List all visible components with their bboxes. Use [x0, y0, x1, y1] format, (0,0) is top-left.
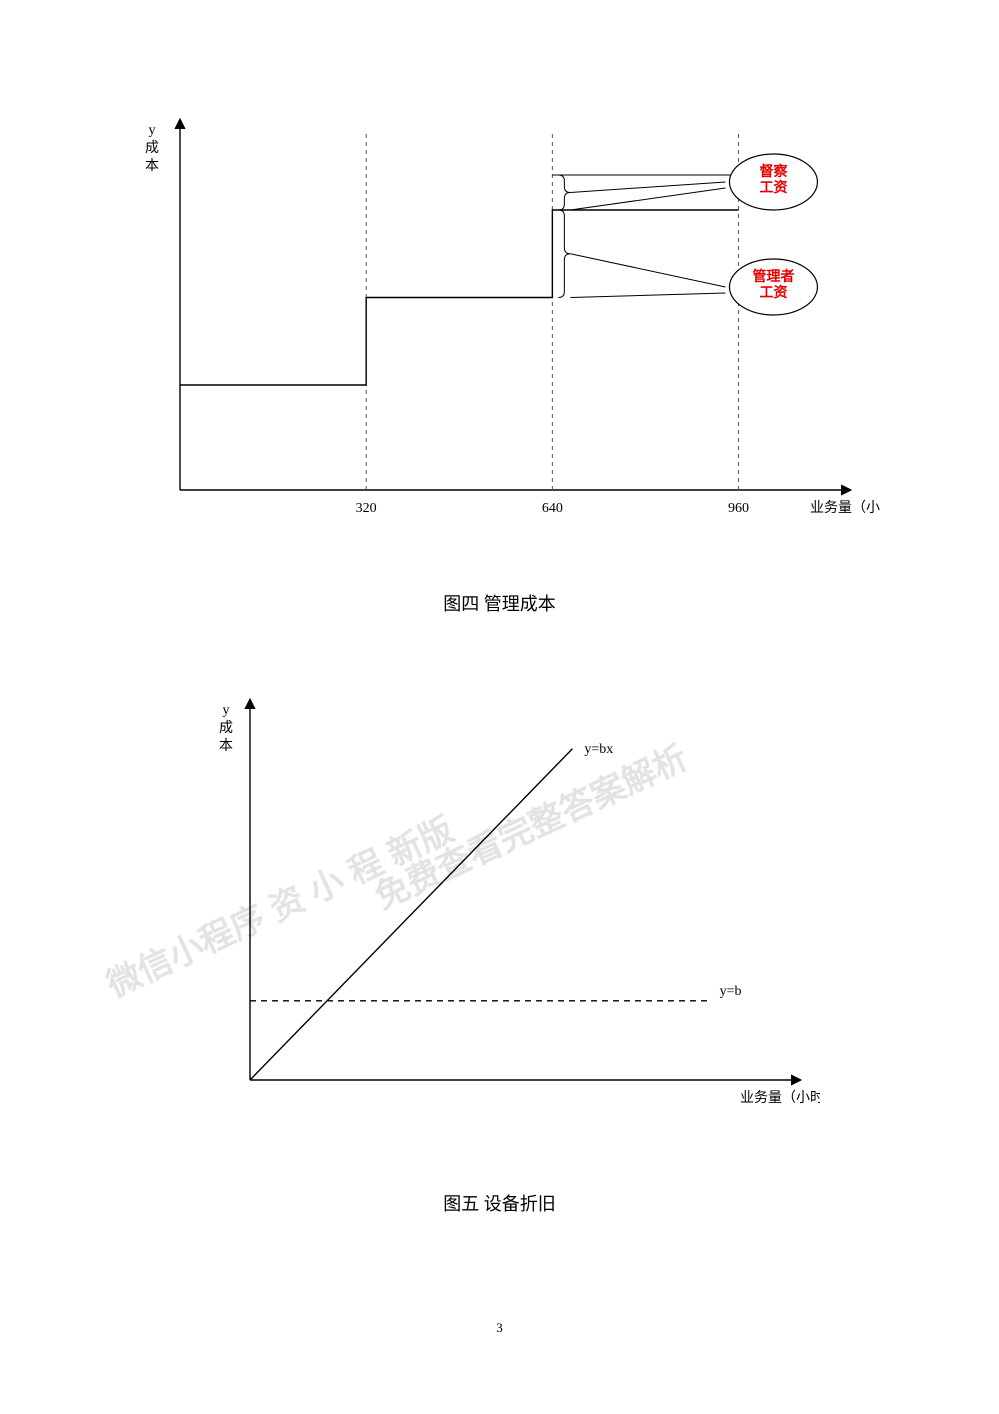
- svg-text:业务量（小时） x: 业务量（小时） x: [740, 1090, 820, 1106]
- page-number: 3: [0, 1320, 999, 1336]
- svg-text:y: y: [223, 703, 230, 718]
- chart5-line-label-yb: y=b: [720, 984, 742, 999]
- chart5-caption: 图五 设备折旧: [0, 1190, 999, 1216]
- chart5-line-chart: y成本业务量（小时） x y=bx y=b: [200, 680, 820, 1120]
- chart4-callout-label-manager-1: 工资: [759, 284, 787, 301]
- chart5-line-label-ybx: y=bx: [584, 742, 613, 757]
- svg-text:成: 成: [219, 720, 233, 736]
- svg-text:640: 640: [542, 501, 563, 516]
- chart4-callout-label-manager-0: 管理者: [752, 268, 794, 285]
- chart4-caption: 图四 管理成本: [0, 590, 999, 616]
- chart4-brace-supervisor: [558, 175, 570, 210]
- svg-text:y: y: [149, 123, 156, 138]
- chart4-callout-label-supervisor-0: 督察: [759, 163, 788, 180]
- page: 微信小程序 资 小 程 新版 免费查看完整答案解析 y成本320640960业务…: [0, 0, 999, 1414]
- chart4-step-line: [180, 210, 739, 385]
- chart4-step-chart: y成本320640960业务量（小时） x督察工资管理者工资: [120, 90, 880, 530]
- svg-text:业务量（小时） x: 业务量（小时） x: [810, 500, 880, 516]
- chart4-brace-manager: [558, 210, 570, 298]
- svg-text:成: 成: [145, 140, 159, 156]
- chart4-callout-label-supervisor-1: 工资: [759, 179, 787, 196]
- svg-text:本: 本: [145, 158, 159, 174]
- chart5-line-ybx: [250, 749, 572, 1080]
- svg-text:本: 本: [219, 738, 233, 754]
- svg-text:320: 320: [356, 501, 377, 516]
- svg-text:960: 960: [728, 501, 749, 516]
